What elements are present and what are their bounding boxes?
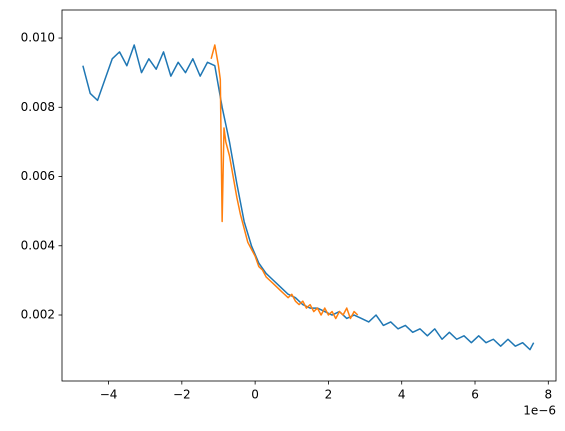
x-tick-label: −2: [173, 388, 191, 402]
x-tick-label: 4: [398, 388, 406, 402]
x-offset-text: 1e−6: [523, 404, 556, 418]
x-tick-label: −4: [100, 388, 118, 402]
x-tick-label: 0: [251, 388, 259, 402]
x-tick-label: 8: [544, 388, 552, 402]
data-line: [82, 44, 535, 351]
y-tick-label: 0.008: [21, 100, 55, 114]
y-tick-label: 0.010: [21, 31, 55, 45]
y-tick-label: 0.002: [21, 308, 55, 322]
plot-frame: [61, 9, 557, 382]
y-tick-label: 0.006: [21, 169, 55, 183]
x-tick-label: 6: [471, 388, 479, 402]
data-line: [210, 44, 359, 320]
y-tick-label: 0.004: [21, 238, 55, 252]
x-tick-label: 2: [325, 388, 333, 402]
